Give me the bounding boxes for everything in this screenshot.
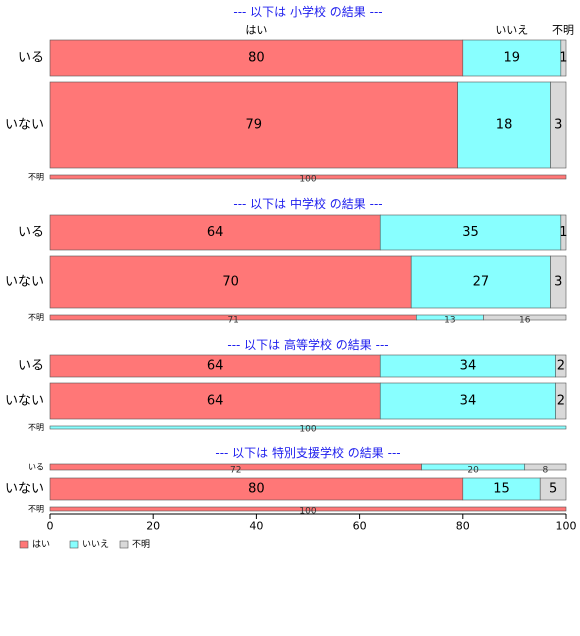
bar-segment — [49, 425, 567, 430]
bar-value-label: 64 — [207, 359, 224, 374]
bar-value-label: 100 — [299, 507, 316, 517]
bar-value-label: 27 — [473, 275, 490, 290]
bar-value-label: 18 — [496, 118, 513, 133]
column-label: はい — [245, 24, 267, 37]
bar-value-label: 3 — [554, 275, 562, 290]
panel-title: --- 以下は 小学校 の結果 --- — [233, 4, 382, 19]
bar-value-label: 8 — [542, 466, 548, 476]
row-label: 不明 — [28, 423, 44, 432]
bar-value-label: 34 — [460, 359, 477, 374]
legend-label: いいえ — [82, 539, 109, 550]
bar-segment — [49, 39, 464, 77]
bar-segment — [483, 314, 567, 321]
bar-value-label: 79 — [246, 118, 263, 133]
bar-value-label: 35 — [462, 225, 479, 240]
row-label: いる — [28, 463, 44, 472]
bar-value-label: 80 — [248, 51, 265, 66]
bar-segment — [555, 354, 567, 378]
bar-value-label: 15 — [493, 482, 510, 497]
bar-value-label: 34 — [460, 394, 477, 409]
bar-segment — [49, 255, 412, 309]
legend-swatch — [69, 540, 79, 549]
bar-value-label: 1 — [559, 225, 567, 240]
bar-segment — [379, 214, 562, 251]
bar-value-label: 70 — [222, 275, 239, 290]
row-label: 不明 — [28, 173, 44, 182]
column-label: 不明 — [552, 24, 574, 37]
bar-value-label: 2 — [557, 359, 565, 374]
bar-value-label: 100 — [299, 425, 316, 435]
bar-value-label: 100 — [299, 175, 316, 185]
x-tick-label: 40 — [249, 520, 263, 533]
legend-swatch — [119, 540, 129, 549]
bar-value-label: 64 — [207, 225, 224, 240]
row-label: いる — [18, 225, 44, 240]
panel-title: --- 以下は 特別支援学校 の結果 --- — [215, 445, 400, 460]
bar-value-label: 16 — [519, 316, 531, 326]
bar-segment — [379, 382, 556, 420]
bar-value-label: 3 — [554, 118, 562, 133]
bar-value-label: 13 — [444, 316, 455, 326]
bar-segment — [555, 382, 567, 420]
bar-segment — [524, 463, 567, 471]
column-label: いいえ — [495, 24, 528, 37]
panel-title: --- 以下は 中学校 の結果 --- — [233, 196, 382, 211]
bar-segment — [49, 382, 381, 420]
bar-value-label: 80 — [248, 482, 265, 497]
x-tick-label: 100 — [556, 520, 577, 533]
x-tick-label: 80 — [456, 520, 470, 533]
row-label: 不明 — [28, 313, 44, 322]
bar-segment — [550, 255, 567, 309]
legend-swatch — [19, 540, 29, 549]
bar-segment — [457, 81, 551, 169]
bar-value-label: 1 — [559, 51, 567, 66]
bar-segment — [550, 81, 567, 169]
x-tick-label: 60 — [353, 520, 367, 533]
bar-value-label: 20 — [467, 466, 479, 476]
legend-label: はい — [32, 539, 50, 550]
bar-segment — [560, 39, 567, 77]
bar-segment — [49, 214, 381, 251]
x-tick-label: 20 — [146, 520, 160, 533]
row-label: いない — [5, 394, 44, 409]
x-tick-label: 0 — [47, 520, 54, 533]
row-label: いる — [18, 51, 44, 66]
bar-value-label: 5 — [549, 482, 557, 497]
bar-value-label: 71 — [227, 316, 238, 326]
panel-title: --- 以下は 高等学校 の結果 --- — [227, 337, 388, 352]
bar-segment — [49, 174, 567, 180]
row-label: いない — [5, 482, 44, 497]
bar-segment — [49, 506, 567, 512]
bar-value-label: 19 — [504, 51, 521, 66]
bar-segment — [462, 39, 562, 77]
bar-value-label: 2 — [557, 394, 565, 409]
row-label: いない — [5, 118, 44, 133]
bar-value-label: 64 — [207, 394, 224, 409]
bar-segment — [410, 255, 551, 309]
bar-segment — [560, 214, 567, 251]
bar-value-label: 72 — [230, 466, 241, 476]
row-label: 不明 — [28, 505, 44, 514]
row-label: いる — [18, 359, 44, 374]
row-label: いない — [5, 275, 44, 290]
legend-label: 不明 — [132, 539, 150, 550]
bar-segment — [539, 477, 567, 501]
